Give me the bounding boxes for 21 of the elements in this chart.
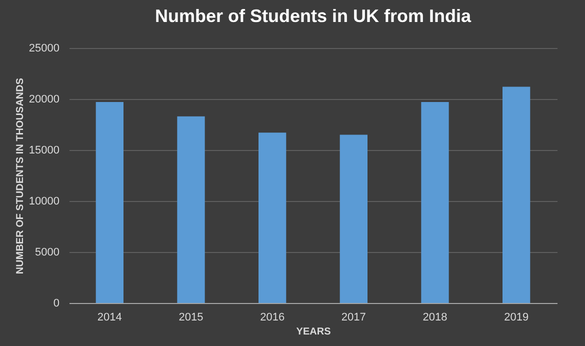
bar xyxy=(340,134,368,303)
x-axis-title: YEARS xyxy=(296,326,332,338)
y-tick-label: 0 xyxy=(53,298,60,310)
y-tick-label: 5000 xyxy=(35,246,60,258)
chart-title: Number of Students in UK from India xyxy=(154,6,472,26)
bar xyxy=(502,86,530,303)
y-tick-label: 10000 xyxy=(28,196,60,208)
x-tick-label: 2017 xyxy=(341,312,366,324)
bar xyxy=(177,116,205,303)
x-tick-label: 2019 xyxy=(504,312,529,324)
x-tick-label: 2014 xyxy=(97,312,122,324)
bar xyxy=(258,132,286,303)
x-tick-label: 2015 xyxy=(178,312,204,324)
y-tick-label: 15000 xyxy=(28,144,60,156)
x-tick-label: 2016 xyxy=(260,312,285,324)
y-axis-title: NUMBER OF STUDENTS IN THOUSANDS xyxy=(14,78,26,274)
bar xyxy=(96,102,124,303)
y-tick-label: 20000 xyxy=(28,94,60,106)
x-tick-label: 2018 xyxy=(422,312,448,324)
y-tick-label: 25000 xyxy=(28,42,60,54)
bar xyxy=(421,102,449,303)
